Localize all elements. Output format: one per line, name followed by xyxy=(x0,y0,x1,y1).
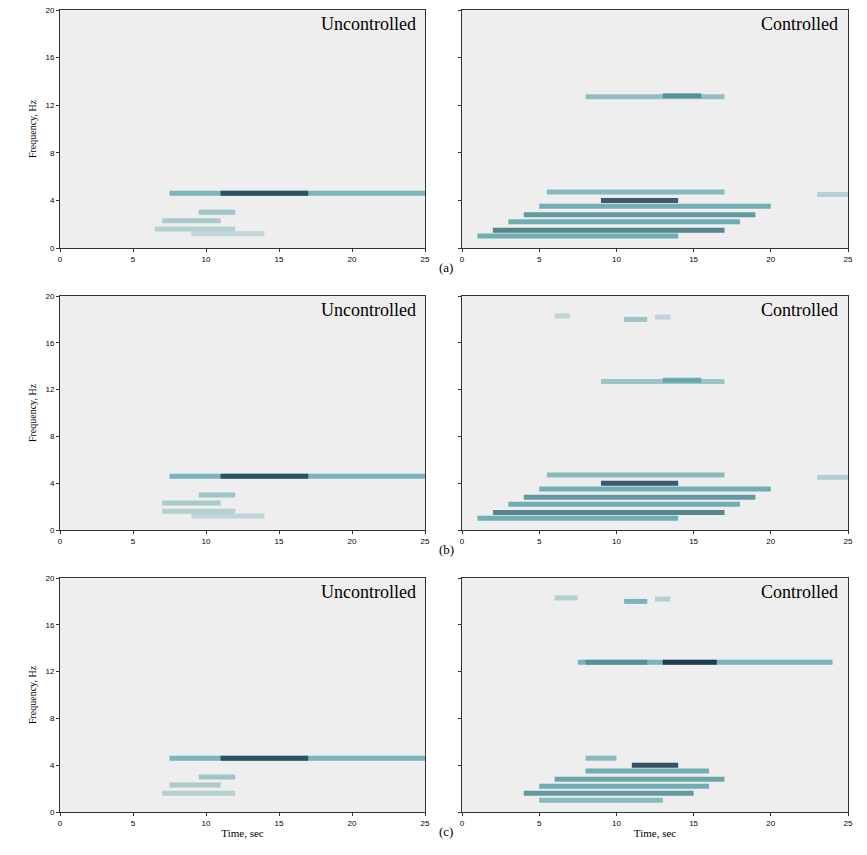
svg-text:20: 20 xyxy=(348,255,357,264)
svg-text:12: 12 xyxy=(45,101,54,110)
svg-text:Controlled: Controlled xyxy=(761,14,838,34)
svg-text:15: 15 xyxy=(275,537,284,546)
svg-text:20: 20 xyxy=(45,6,54,15)
svg-text:Frequency, Hz: Frequency, Hz xyxy=(27,99,38,158)
svg-text:Time, sec: Time, sec xyxy=(634,827,676,839)
svg-text:10: 10 xyxy=(202,255,211,264)
svg-text:0: 0 xyxy=(50,808,55,817)
svg-text:8: 8 xyxy=(50,714,55,723)
svg-text:Uncontrolled: Uncontrolled xyxy=(321,14,416,34)
svg-text:4: 4 xyxy=(50,761,55,770)
svg-text:Frequency, Hz: Frequency, Hz xyxy=(27,665,38,724)
svg-text:0: 0 xyxy=(58,255,63,264)
svg-text:10: 10 xyxy=(202,819,211,828)
svg-text:0: 0 xyxy=(50,244,55,253)
svg-text:20: 20 xyxy=(348,819,357,828)
svg-text:16: 16 xyxy=(45,621,54,630)
svg-text:4: 4 xyxy=(50,479,55,488)
svg-text:0: 0 xyxy=(460,255,465,264)
svg-text:10: 10 xyxy=(202,537,211,546)
svg-text:0: 0 xyxy=(460,819,465,828)
svg-text:5: 5 xyxy=(537,255,542,264)
svg-text:20: 20 xyxy=(348,537,357,546)
svg-text:0: 0 xyxy=(50,526,55,535)
svg-text:10: 10 xyxy=(612,537,621,546)
svg-text:25: 25 xyxy=(421,819,430,828)
svg-text:5: 5 xyxy=(131,819,136,828)
svg-text:0: 0 xyxy=(58,819,63,828)
svg-text:Time, sec: Time, sec xyxy=(221,827,263,839)
svg-text:10: 10 xyxy=(612,255,621,264)
svg-text:5: 5 xyxy=(131,537,136,546)
svg-text:15: 15 xyxy=(275,819,284,828)
svg-text:25: 25 xyxy=(844,537,853,546)
svg-text:Controlled: Controlled xyxy=(761,582,838,602)
svg-text:16: 16 xyxy=(45,339,54,348)
svg-text:8: 8 xyxy=(50,432,55,441)
svg-text:15: 15 xyxy=(689,255,698,264)
svg-text:15: 15 xyxy=(689,537,698,546)
svg-text:25: 25 xyxy=(844,819,853,828)
svg-text:12: 12 xyxy=(45,667,54,676)
svg-text:0: 0 xyxy=(58,537,63,546)
svg-text:20: 20 xyxy=(45,574,54,583)
svg-text:0: 0 xyxy=(460,537,465,546)
svg-text:Frequency, Hz: Frequency, Hz xyxy=(27,383,38,442)
svg-text:(a): (a) xyxy=(439,260,453,275)
svg-text:20: 20 xyxy=(766,255,775,264)
svg-text:Controlled: Controlled xyxy=(761,300,838,320)
svg-text:25: 25 xyxy=(421,255,430,264)
svg-text:8: 8 xyxy=(50,149,55,158)
svg-text:20: 20 xyxy=(766,537,775,546)
svg-text:Uncontrolled: Uncontrolled xyxy=(321,582,416,602)
svg-text:25: 25 xyxy=(844,255,853,264)
svg-text:Uncontrolled: Uncontrolled xyxy=(321,300,416,320)
svg-text:4: 4 xyxy=(50,196,55,205)
svg-text:20: 20 xyxy=(45,292,54,301)
svg-text:(b): (b) xyxy=(439,542,454,557)
svg-text:16: 16 xyxy=(45,53,54,62)
svg-text:15: 15 xyxy=(689,819,698,828)
svg-text:5: 5 xyxy=(537,537,542,546)
svg-text:12: 12 xyxy=(45,385,54,394)
svg-text:15: 15 xyxy=(275,255,284,264)
svg-text:5: 5 xyxy=(131,255,136,264)
svg-text:(c): (c) xyxy=(439,824,453,839)
svg-text:25: 25 xyxy=(421,537,430,546)
svg-text:20: 20 xyxy=(766,819,775,828)
svg-text:5: 5 xyxy=(537,819,542,828)
svg-text:10: 10 xyxy=(612,819,621,828)
